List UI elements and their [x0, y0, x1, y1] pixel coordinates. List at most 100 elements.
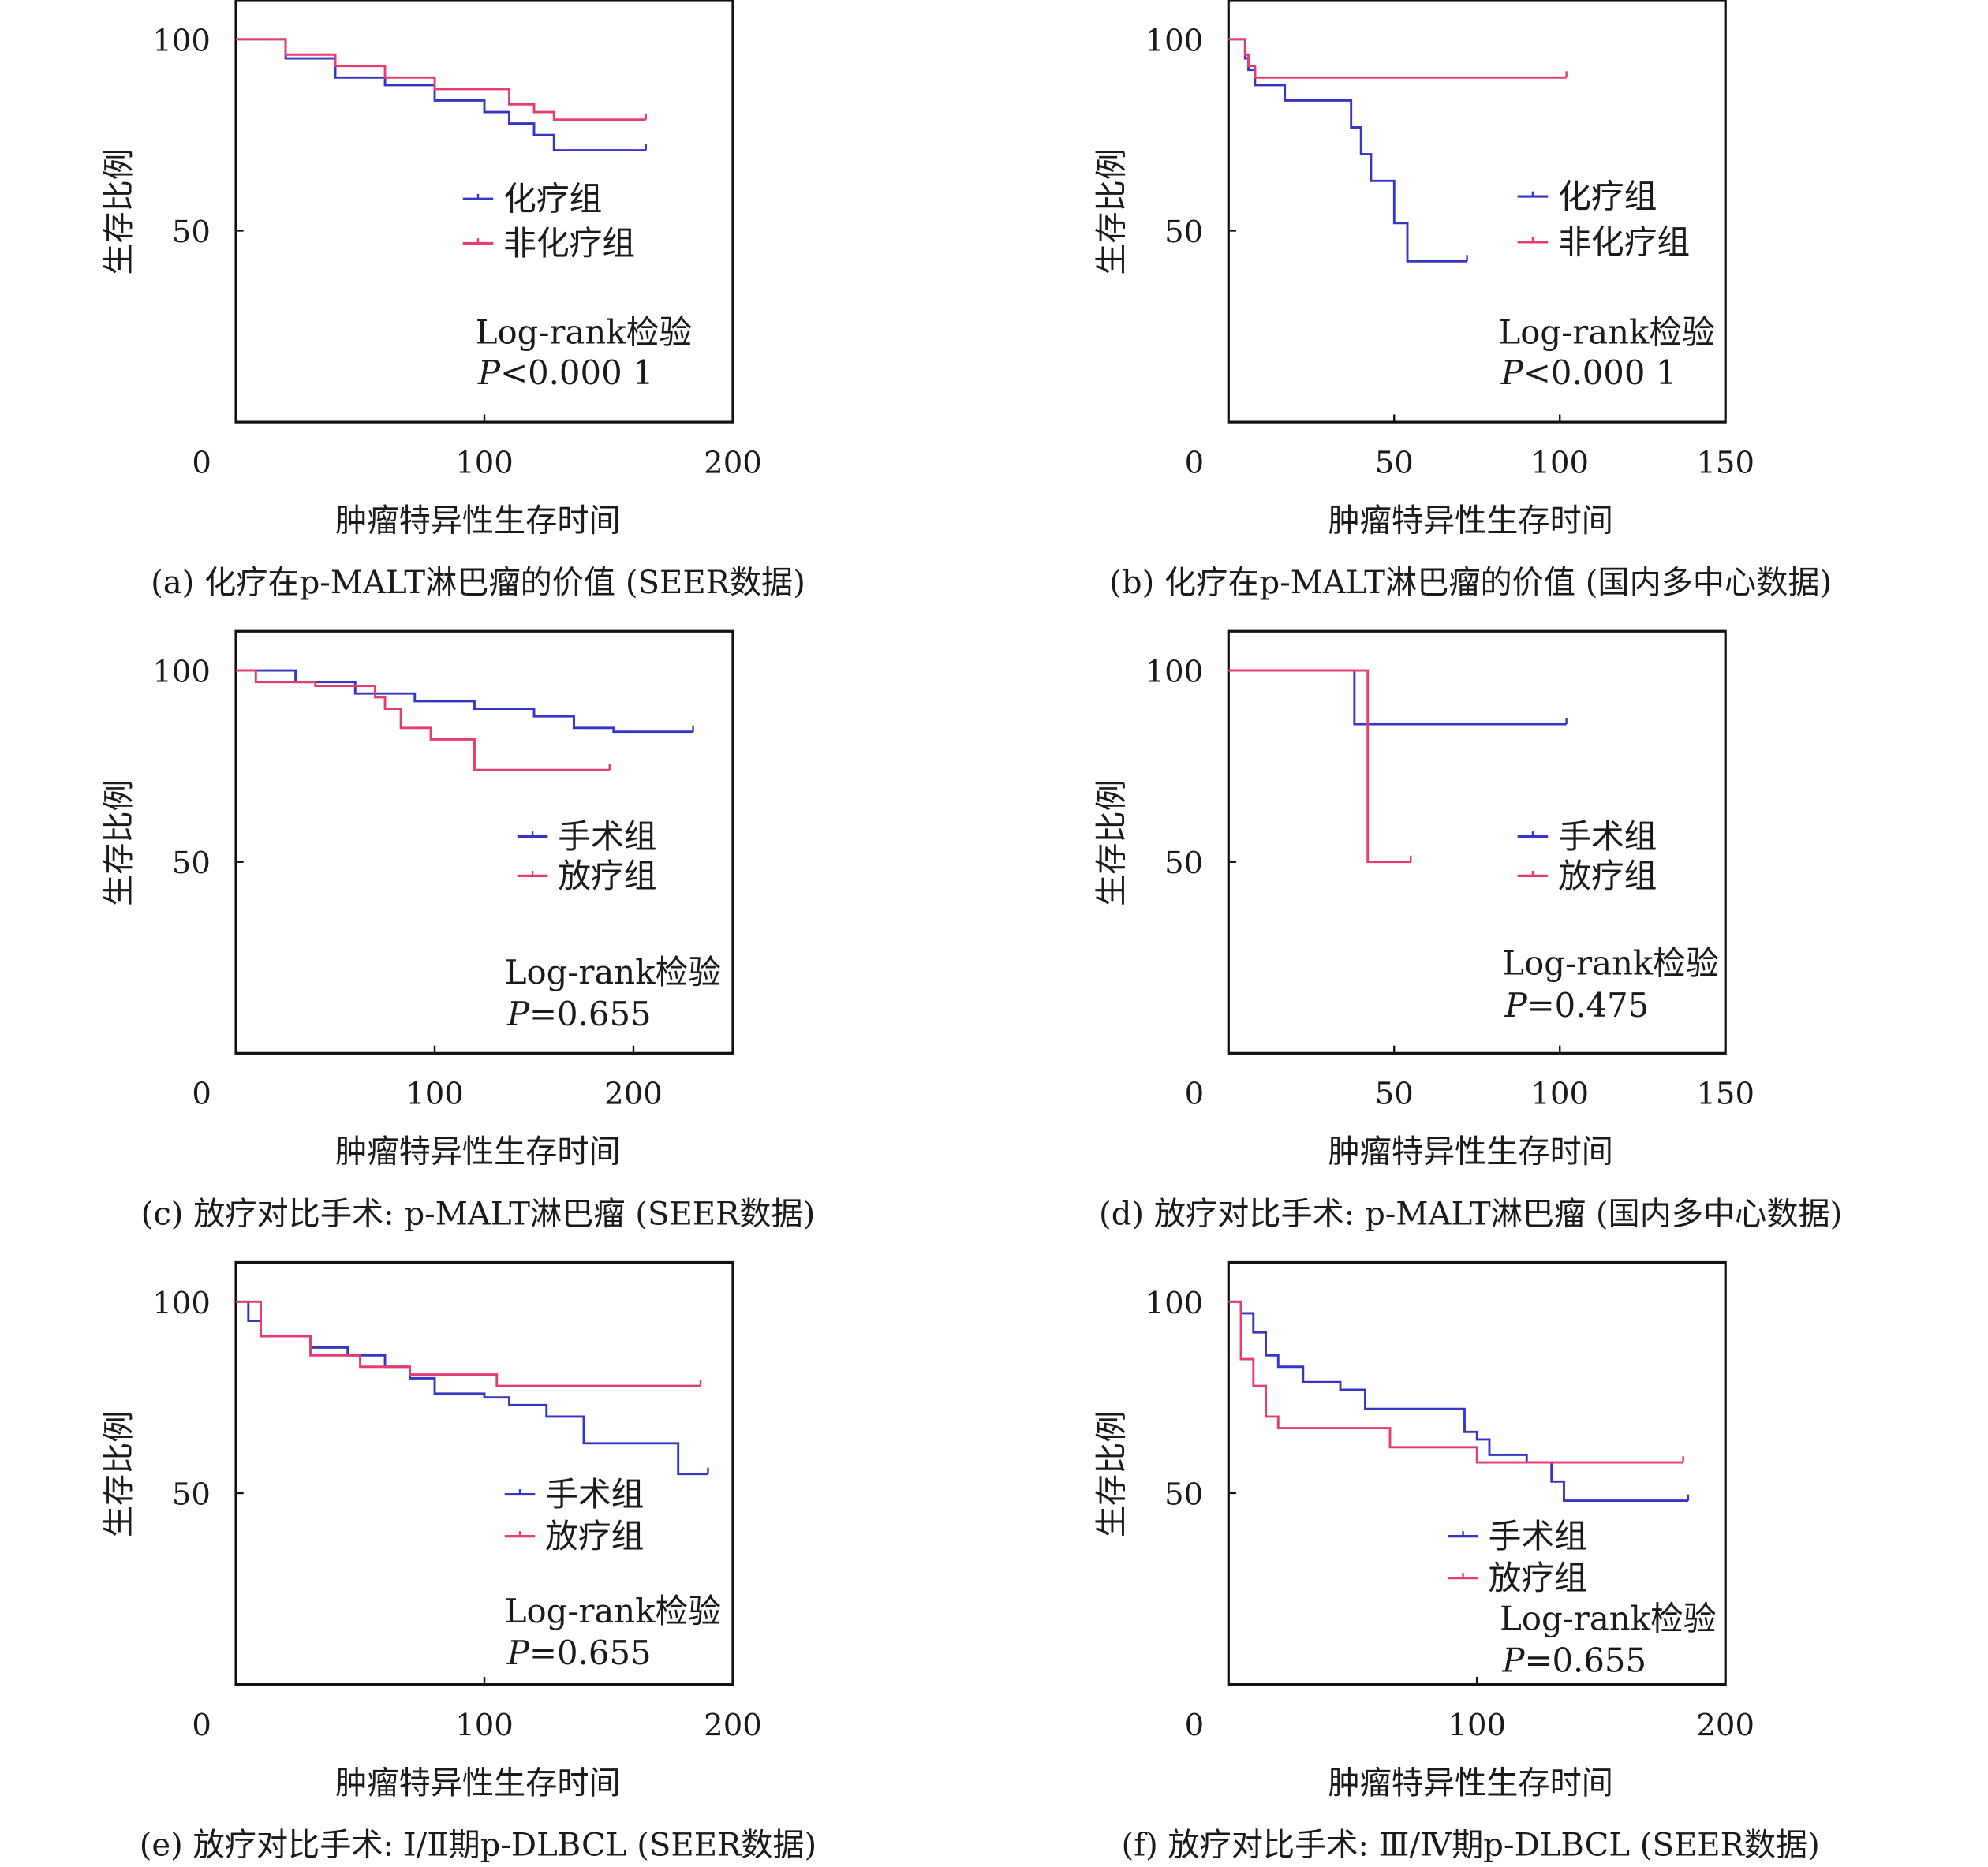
test-name: Log-rank检验: [505, 953, 721, 991]
x-axis-label: 肿瘤特异性生存时间: [335, 502, 620, 539]
panel-caption: (c) 放疗对比手术: p-MALT淋巴瘤 (SEER数据): [141, 1196, 816, 1232]
survival-curve-group1: [1228, 38, 1467, 263]
x-tick-label: 50: [1375, 445, 1414, 480]
y-axis-label: 生存比例: [1093, 1411, 1130, 1538]
panel-a: 0 100 200 50 100 肿瘤特异性生存时间 生存比例 (a) 化疗在p-MALT淋巴…: [101, 0, 805, 601]
p-symbol: P: [506, 995, 530, 1033]
p-symbol: P: [506, 1634, 530, 1672]
p-value-text: <0.000 1: [500, 353, 653, 392]
panel-caption: (b) 化疗在p-MALT淋巴瘤的价值 (国内多中心数据): [1109, 565, 1832, 601]
y-tick-label: 100: [1145, 23, 1204, 58]
y-tick-label: 100: [152, 655, 211, 690]
legend-label: 放疗组: [1558, 857, 1657, 895]
x-tick-label: 0: [1185, 1708, 1205, 1743]
p-value-text: =0.655: [1524, 1641, 1646, 1680]
test-name: Log-rank检验: [505, 1592, 721, 1630]
legend-label: 化疗组: [503, 180, 602, 218]
panel-caption: (a) 化疗在p-MALT淋巴瘤的价值 (SEER数据): [151, 565, 805, 601]
x-tick-label: 0: [1185, 445, 1205, 480]
y-tick-label: 50: [1164, 215, 1203, 250]
survival-curve-group2: [236, 1300, 701, 1387]
panel-c: 0 100 200 50 100 肿瘤特异性生存时间 生存比例 (c) 放疗对比手术: p-M…: [101, 629, 816, 1232]
p-value: P=0.655: [1501, 1641, 1646, 1680]
p-value: P=0.655: [506, 995, 652, 1033]
plot-frame: [1227, 629, 1727, 1055]
x-tick-label: 50: [1375, 1077, 1414, 1112]
x-tick-label: 100: [405, 1077, 464, 1112]
x-tick-label: 200: [604, 1077, 663, 1112]
plot-frame: [234, 629, 734, 1055]
y-tick-label: 50: [172, 215, 211, 250]
x-tick-label: 100: [1530, 445, 1589, 480]
x-tick-label: 200: [704, 445, 762, 480]
survival-curve-group2: [1228, 669, 1411, 864]
x-tick-label: 100: [1448, 1708, 1506, 1743]
test-name: Log-rank检验: [1500, 1600, 1716, 1638]
panel-d: 0 50 100 150 50 100 肿瘤特异性生存时间 生存比例 (d) 放疗对比手术: p…: [1093, 629, 1842, 1232]
x-axis-label: 肿瘤特异性生存时间: [335, 1765, 620, 1802]
p-value-text: <0.000 1: [1523, 353, 1676, 392]
legend-label: 放疗组: [1489, 1559, 1587, 1597]
y-tick-label: 50: [172, 846, 211, 881]
p-value: P=0.475: [1504, 986, 1650, 1025]
x-tick-label: 200: [704, 1708, 762, 1743]
p-value-text: =0.655: [529, 995, 652, 1033]
p-symbol: P: [1500, 353, 1524, 392]
panel-e: 0 100 200 50 100 肿瘤特异性生存时间 生存比例 (e) 放疗对比手术: Ⅰ/Ⅱ…: [101, 1260, 816, 1864]
p-symbol: P: [1501, 1641, 1525, 1680]
x-tick-label: 150: [1696, 1077, 1754, 1112]
p-symbol: P: [477, 353, 501, 392]
survival-curve-group1: [236, 669, 693, 734]
survival-curve-group1: [236, 38, 646, 152]
test-name: Log-rank检验: [1499, 312, 1715, 351]
survival-curve-group2: [1228, 38, 1567, 79]
x-axis-label: 肿瘤特异性生存时间: [1328, 502, 1612, 539]
panel-f: 0 100 200 50 100 肿瘤特异性生存时间 生存比例 (f) 放疗对比手术: Ⅲ/Ⅳ…: [1093, 1260, 1820, 1864]
y-axis-label: 生存比例: [1093, 148, 1130, 275]
p-value-text: =0.655: [529, 1634, 652, 1672]
y-tick-label: 100: [152, 23, 211, 58]
test-name: Log-rank检验: [1502, 944, 1718, 983]
x-axis-label: 肿瘤特异性生存时间: [335, 1134, 620, 1171]
y-tick-label: 100: [152, 1286, 211, 1321]
p-symbol: P: [1504, 986, 1528, 1025]
test-name: Log-rank检验: [476, 312, 692, 351]
p-value: P=0.655: [506, 1634, 652, 1672]
y-tick-label: 100: [1145, 655, 1204, 690]
x-tick-label: 0: [192, 445, 211, 480]
p-value: P<0.000 1: [1500, 353, 1677, 392]
x-tick-label: 0: [192, 1077, 211, 1112]
legend-label: 手术组: [558, 817, 656, 856]
panel-caption: (e) 放疗对比手术: Ⅰ/Ⅱ期p-DLBCL (SEER数据): [140, 1828, 816, 1864]
legend-label: 放疗组: [558, 857, 656, 895]
legend-label: 非化疗组: [503, 224, 635, 263]
y-axis-label: 生存比例: [101, 148, 137, 275]
x-tick-label: 200: [1696, 1708, 1754, 1743]
x-tick-label: 0: [1185, 1077, 1205, 1112]
survival-curve-group1: [236, 1300, 708, 1476]
p-value-text: =0.475: [1527, 986, 1650, 1025]
legend-label: 手术组: [545, 1475, 644, 1514]
x-tick-label: 100: [1530, 1077, 1589, 1112]
plot-frame: [1227, 0, 1727, 424]
x-axis-label: 肿瘤特异性生存时间: [1328, 1765, 1612, 1802]
survival-curve-group2: [236, 38, 646, 121]
y-tick-label: 50: [172, 1477, 211, 1512]
legend-label: 手术组: [1558, 817, 1657, 856]
legend-label: 放疗组: [545, 1517, 644, 1555]
x-tick-label: 150: [1696, 445, 1754, 480]
panel-caption: (f) 放疗对比手术: Ⅲ/Ⅳ期p-DLBCL (SEER数据): [1122, 1828, 1820, 1864]
survival-curve-group2: [236, 669, 610, 771]
panel-b: 0 50 100 150 50 100 肿瘤特异性生存时间 生存比例 (b) 化疗在p-MALT…: [1093, 0, 1832, 601]
x-tick-label: 100: [455, 1708, 514, 1743]
legend-label: 非化疗组: [1558, 222, 1690, 261]
y-axis-label: 生存比例: [101, 779, 137, 906]
panel-caption: (d) 放疗对比手术: p-MALT淋巴瘤 (国内多中心数据): [1099, 1196, 1842, 1232]
x-axis-label: 肿瘤特异性生存时间: [1328, 1134, 1612, 1171]
y-tick-label: 50: [1164, 1477, 1203, 1512]
y-axis-label: 生存比例: [101, 1411, 137, 1538]
x-tick-label: 0: [192, 1708, 211, 1743]
x-tick-label: 100: [455, 445, 514, 480]
y-axis-label: 生存比例: [1093, 779, 1130, 906]
